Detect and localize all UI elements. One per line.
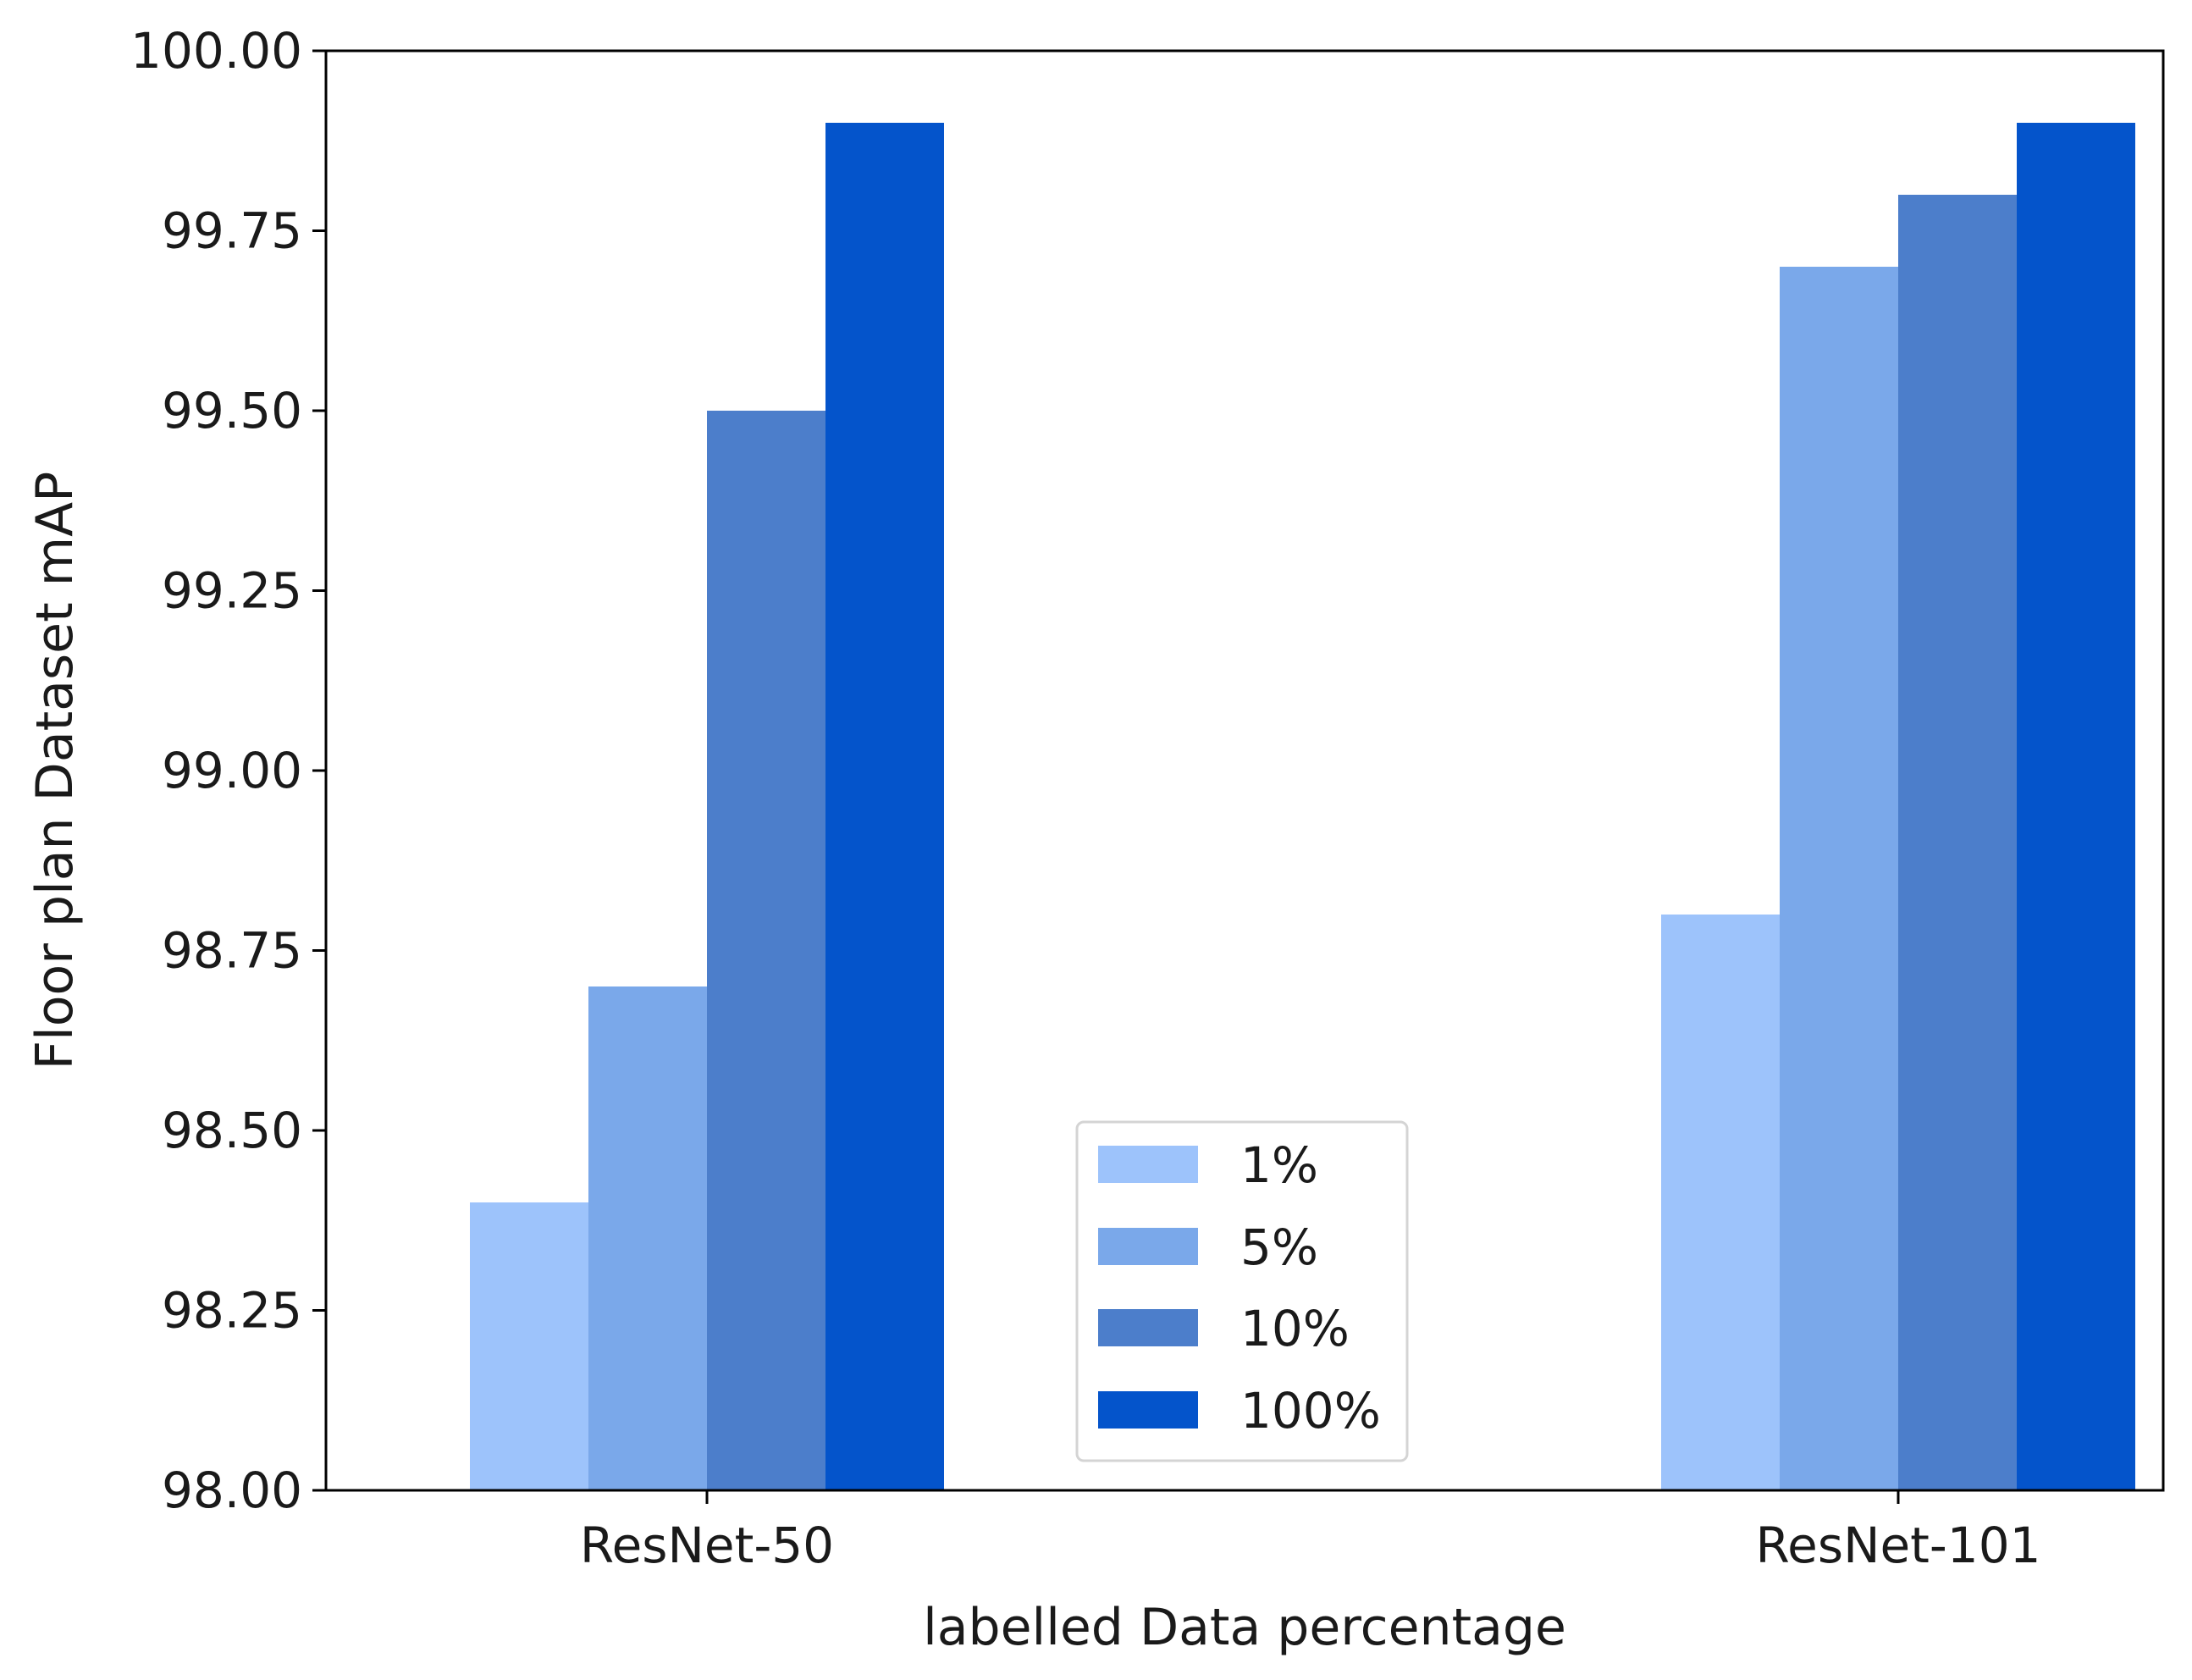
y-tick-label: 100.00 (130, 22, 302, 80)
legend-label-10pct: 10% (1240, 1300, 1350, 1357)
x-tick-label: ResNet-50 (580, 1517, 834, 1574)
y-axis-title: Floor plan Dataset mAP (25, 472, 85, 1070)
legend-swatch-10pct (1098, 1309, 1198, 1346)
legend-label-5pct: 5% (1240, 1219, 1318, 1276)
bar-resnet-50-5pct (588, 986, 707, 1490)
y-tick-label: 99.50 (162, 382, 302, 439)
plot-frame (324, 49, 2165, 1492)
bar-resnet-50-10pct (707, 411, 825, 1490)
bar-resnet-50-1pct (470, 1202, 588, 1490)
y-tick-label: 98.50 (162, 1102, 302, 1159)
y-tick-label: 98.00 (162, 1462, 302, 1519)
legend-label-100pct: 100% (1240, 1382, 1381, 1440)
x-axis-ticks: ResNet-50 ResNet-101 (580, 1490, 2041, 1574)
y-tick-label: 99.75 (162, 202, 302, 260)
legend-label-1pct: 1% (1240, 1136, 1318, 1194)
y-tick-label: 98.75 (162, 922, 302, 980)
bar-resnet-50-100pct (825, 123, 944, 1490)
y-axis-ticks: 98.00 98.25 98.50 98.75 99.00 99.25 99.50 99.75… (130, 22, 326, 1519)
bar-resnet-101-1pct (1661, 915, 1780, 1490)
bar-resnet-101-10pct (1898, 195, 2017, 1490)
legend-swatch-5pct (1098, 1228, 1198, 1265)
x-tick-label: ResNet-101 (1755, 1517, 2040, 1574)
y-tick-label: 98.25 (162, 1282, 302, 1340)
x-axis-title: labelled Data percentage (923, 1598, 1566, 1657)
legend-swatch-100pct (1098, 1391, 1198, 1429)
y-tick-label: 99.25 (162, 562, 302, 620)
legend-box (1075, 1120, 1409, 1462)
bar-resnet-101-5pct (1780, 267, 1898, 1490)
legend-swatch-1pct (1098, 1146, 1198, 1183)
y-tick-label: 99.00 (162, 742, 302, 799)
bars-group (470, 123, 2135, 1490)
bar-resnet-101-100pct (2017, 123, 2135, 1490)
legend: 1% 5% 10% 100% (1075, 1120, 1409, 1462)
